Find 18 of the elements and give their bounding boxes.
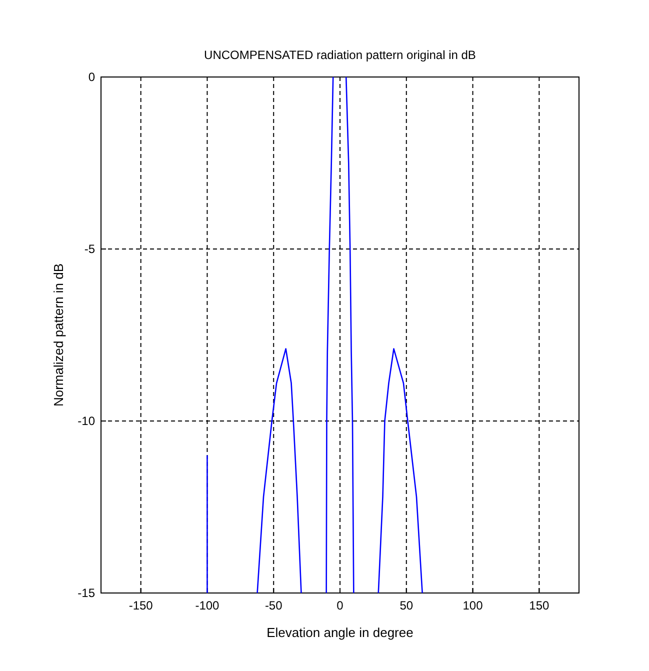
y-tick-label: -5	[84, 242, 96, 256]
x-tick-label: 150	[529, 598, 550, 613]
x-tick-label: 50	[400, 598, 414, 613]
x-axis-title: Elevation angle in degree	[266, 625, 414, 640]
y-tick-label: -15	[78, 586, 96, 600]
x-tick-label: 0	[336, 598, 344, 613]
line-series	[378, 348, 423, 593]
chart-title: UNCOMPENSATED radiation pattern original in dB	[204, 48, 476, 62]
line-series	[345, 77, 354, 593]
y-tick-label: -10	[78, 414, 96, 428]
y-tick-label: 0	[88, 70, 96, 84]
x-tick-label: 100	[462, 598, 484, 613]
line-series	[256, 348, 302, 593]
line-series	[326, 77, 334, 593]
x-tick-label: -150	[128, 598, 154, 613]
x-tick-label: -100	[195, 598, 220, 613]
y-axis-title: Normalized pattern in dB	[51, 263, 66, 407]
x-tick-label: -50	[264, 598, 283, 613]
